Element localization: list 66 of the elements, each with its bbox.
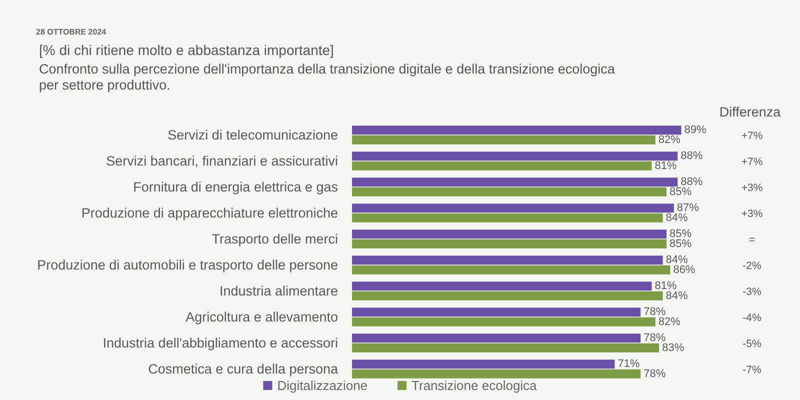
- data-label: 78%: [644, 306, 666, 318]
- data-label: 83%: [662, 342, 684, 354]
- bar: [352, 360, 615, 369]
- bar: [352, 334, 641, 343]
- bar: [352, 343, 660, 352]
- data-label: 78%: [644, 332, 666, 344]
- data-label: 71%: [618, 358, 640, 370]
- data-label: 88%: [680, 176, 703, 188]
- text: -7%: [742, 364, 762, 376]
- y-tick-label: Fornitura di energia elettrica e gas: [133, 180, 338, 194]
- text: Differenza: [719, 104, 782, 120]
- text: -5%: [742, 338, 762, 350]
- data-label: 87%: [676, 202, 700, 214]
- data-label: 84%: [666, 290, 688, 302]
- y-tick-label: Servizi bancari, finanziari e assicurativi: [106, 154, 338, 168]
- bar: [352, 204, 674, 213]
- bar: [352, 256, 663, 265]
- legend-label: Digitalizzazione: [277, 378, 368, 393]
- data-label: 84%: [666, 212, 688, 224]
- bar: [352, 282, 652, 291]
- bar: [352, 230, 666, 239]
- y-tick-label: Servizi di telecomunicazione: [168, 128, 338, 142]
- y-tick-label: Industria alimentare: [219, 284, 338, 298]
- data-label: 82%: [658, 316, 681, 328]
- y-tick-label: Agricoltura e allevamento: [186, 310, 338, 324]
- y-tick-label: Produzione di apparecchiature elettroniche: [81, 206, 338, 220]
- bar: [352, 126, 682, 135]
- y-tick-label: Produzione di automobili e trasporto delle persone: [37, 258, 338, 272]
- chart-title: Confronto sulla percezione dell'importanza della transizione digitale e della transizione ecologica per settore produttivo.: [39, 62, 619, 92]
- data-label: 88%: [680, 150, 703, 162]
- text: +7%: [741, 156, 763, 168]
- bar: [352, 291, 663, 300]
- bar: [352, 369, 641, 378]
- y-tick-label: Cosmetica e cura della persona: [148, 362, 338, 376]
- data-label: 84%: [666, 254, 688, 266]
- bar: [352, 178, 678, 187]
- data-label: 82%: [658, 134, 681, 146]
- bar: [352, 187, 666, 196]
- text: =: [748, 234, 756, 246]
- bar: [352, 161, 652, 170]
- bar: [352, 317, 656, 326]
- y-tick-label: Trasporto delle merci: [212, 232, 338, 246]
- data-label: 86%: [673, 264, 696, 276]
- text: [% di chi ritiene molto e abbastanza importante]: [39, 42, 334, 58]
- data-label: 81%: [654, 160, 677, 172]
- data-label: 81%: [654, 280, 677, 292]
- text: -2%: [742, 260, 762, 272]
- bar: [352, 213, 663, 222]
- data-label: 85%: [670, 186, 692, 198]
- legend-label: Transizione ecologica: [412, 378, 538, 393]
- text: +7%: [741, 130, 763, 142]
- bar: [352, 152, 678, 161]
- text: -4%: [742, 312, 762, 324]
- bar: [352, 308, 641, 317]
- bar: [352, 135, 656, 144]
- text: +3%: [741, 182, 763, 194]
- text: -3%: [742, 286, 762, 298]
- data-label: 78%: [644, 368, 666, 380]
- data-label: 85%: [670, 238, 692, 250]
- text: 28 OTTOBRE 2024: [36, 28, 107, 36]
- y-tick-label: Industria dell'abbigliamento e accessori: [102, 336, 338, 350]
- bar: [352, 265, 670, 274]
- bar: [352, 239, 666, 248]
- data-label: 89%: [684, 124, 707, 136]
- text: +3%: [741, 208, 763, 220]
- data-label: 85%: [670, 228, 692, 240]
